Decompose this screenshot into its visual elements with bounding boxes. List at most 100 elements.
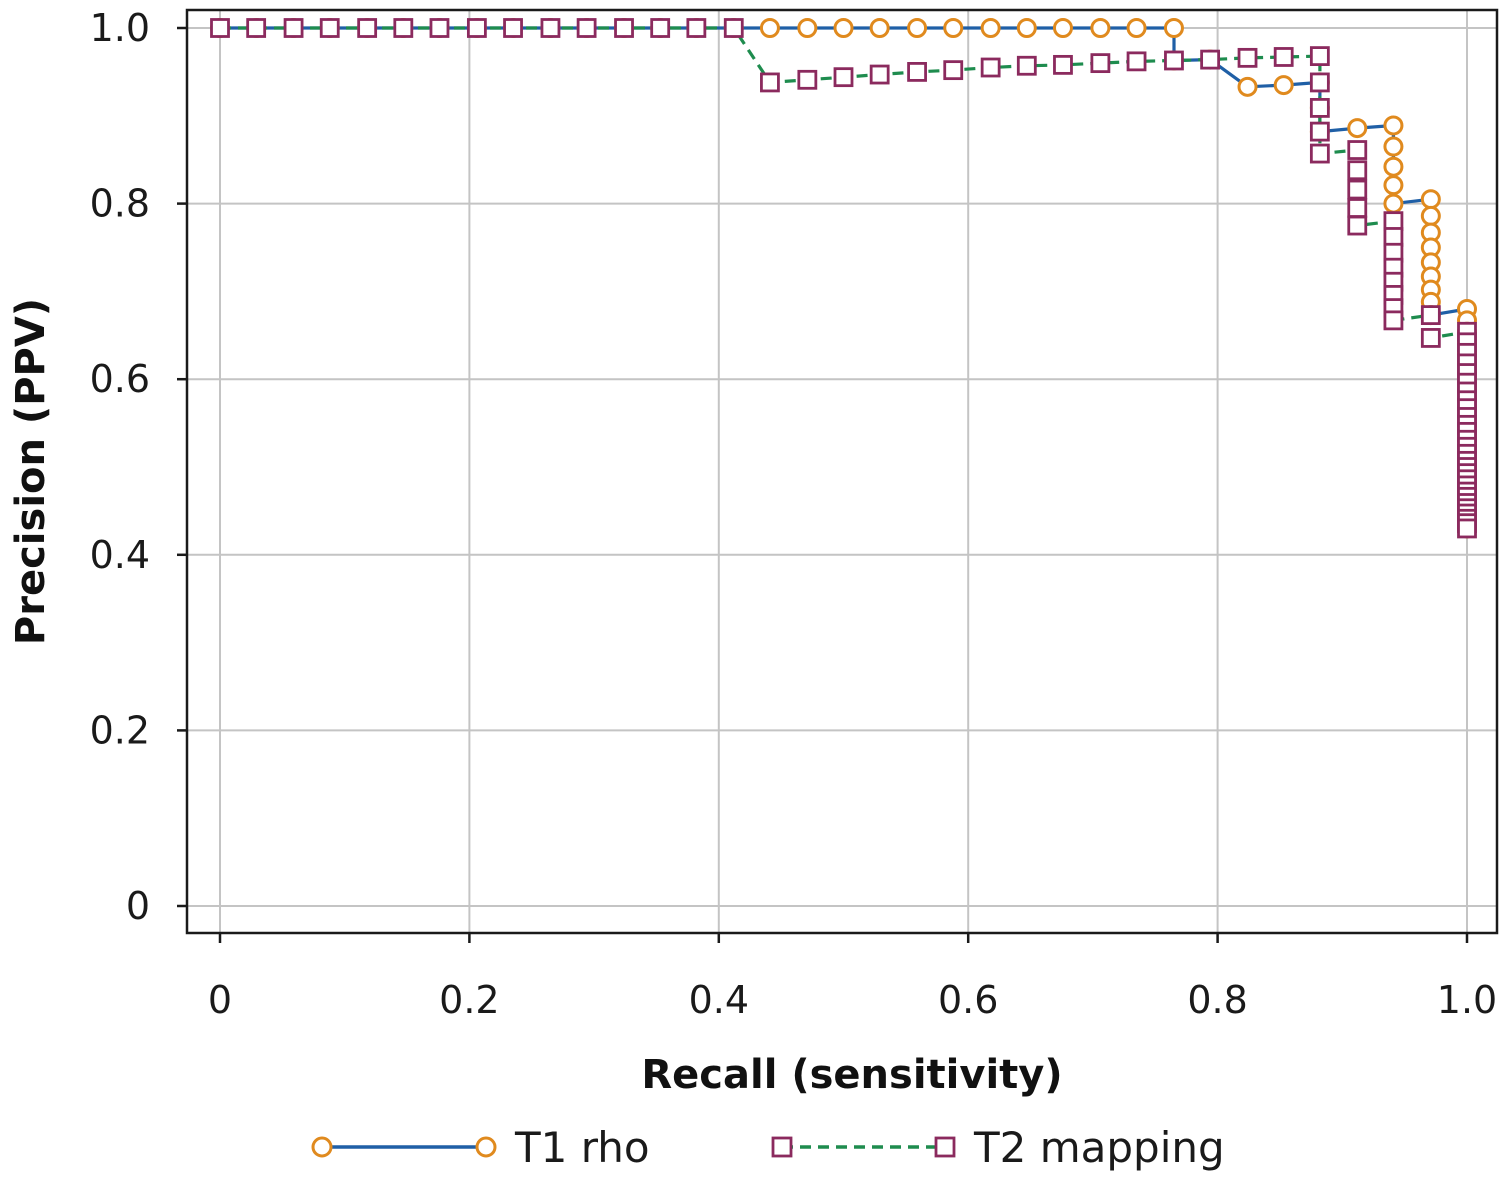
series-t1-rho (210, 18, 1477, 539)
legend-marker (311, 1136, 333, 1158)
data-point (1273, 75, 1294, 96)
data-point (1309, 121, 1330, 142)
y-tick-label: 0.2 (90, 708, 150, 752)
legend-marker (934, 1136, 956, 1158)
legend: T1 rho T2 mapping (311, 1123, 1225, 1172)
data-point (1347, 118, 1368, 139)
x-tick-label: 0.8 (1187, 978, 1247, 1022)
data-point (1420, 305, 1441, 326)
data-point (1383, 193, 1404, 214)
data-point (1309, 46, 1330, 66)
data-point (1420, 328, 1441, 348)
data-point (797, 69, 818, 90)
data-point (943, 18, 964, 38)
data-point (210, 18, 230, 38)
y-tick-label: 0 (126, 884, 150, 928)
data-point (576, 18, 597, 38)
data-point (1016, 55, 1037, 76)
data-point (1347, 140, 1368, 160)
grid-lines (187, 10, 1497, 933)
data-point (1347, 215, 1368, 236)
data-point (1126, 18, 1147, 38)
data-point (869, 18, 890, 38)
data-point (503, 18, 523, 38)
data-point (1053, 54, 1073, 75)
data-point (1383, 156, 1404, 177)
data-point (1164, 50, 1184, 71)
data-point (869, 64, 890, 85)
data-point (1383, 136, 1404, 157)
data-point (466, 18, 487, 38)
data-point (1420, 189, 1441, 210)
y-tick-label: 0.6 (90, 357, 150, 401)
data-point (1457, 518, 1477, 539)
data-point (760, 72, 780, 93)
data-point (797, 18, 818, 38)
y-tick-label: 1.0 (90, 6, 150, 50)
y-tick-label: 0.8 (90, 182, 150, 226)
x-tick-label: 0.6 (938, 978, 998, 1022)
data-point (1273, 47, 1294, 67)
data-point (907, 62, 927, 82)
data-point (723, 18, 744, 38)
data-point (1309, 97, 1330, 118)
data-point (393, 18, 414, 38)
data-point (1420, 205, 1441, 226)
data-point (833, 67, 854, 88)
data-point (1383, 310, 1404, 331)
data-point (246, 18, 267, 38)
data-point (429, 18, 450, 38)
x-tick-label: 1.0 (1437, 978, 1497, 1022)
legend-item-t1-rho: T1 rho (311, 1123, 650, 1172)
data-point (357, 18, 378, 38)
data-point (1200, 49, 1221, 70)
data-point (1309, 143, 1330, 164)
data-point (1052, 18, 1073, 38)
series-markers-t2-mapping (210, 18, 1477, 539)
data-point (943, 60, 964, 81)
plot-frame (185, 8, 1499, 935)
data-point (1309, 72, 1330, 93)
data-point (540, 18, 561, 38)
data-point (1090, 18, 1111, 38)
y-tick-label: 0.4 (90, 533, 150, 577)
data-point (1383, 115, 1404, 136)
data-point (283, 18, 304, 38)
data-point (833, 18, 854, 38)
data-point (1347, 198, 1368, 218)
data-point (980, 57, 1001, 78)
data-point (1237, 76, 1258, 97)
legend-item-t2-mapping: T2 mapping (771, 1123, 1225, 1172)
legend-label: T1 rho (514, 1123, 650, 1172)
data-point (614, 18, 634, 38)
axis-ticks: 0 0.2 0.4 0.6 0.8 1.0 0 0.2 0.4 0.6 0.8 1.0 (90, 6, 1498, 1022)
x-tick-label: 0.4 (689, 978, 749, 1022)
data-point (1383, 175, 1404, 196)
data-point (1090, 53, 1111, 74)
data-point (759, 18, 780, 38)
x-tick-label: 0 (208, 978, 232, 1022)
data-point (980, 18, 1001, 38)
series-group (210, 18, 1477, 539)
data-point (1347, 160, 1368, 181)
x-axis-title: Recall (sensitivity) (641, 1052, 1062, 1098)
series-line-t1-rho (220, 26, 1469, 529)
data-point (1163, 18, 1184, 38)
data-point (1016, 18, 1037, 38)
legend-marker (771, 1136, 793, 1158)
series-t2-mapping (210, 18, 1477, 539)
data-point (1347, 179, 1368, 200)
data-point (686, 18, 707, 38)
series-markers-t1-rho (210, 18, 1477, 539)
legend-marker (475, 1136, 497, 1158)
data-point (1126, 51, 1147, 72)
data-point (1237, 47, 1258, 68)
x-tick-label: 0.2 (439, 978, 499, 1022)
legend-label: T2 mapping (973, 1123, 1225, 1172)
series-line-t2-mapping (220, 26, 1469, 529)
y-axis-title: Precision (PPV) (8, 298, 54, 645)
data-point (907, 18, 928, 38)
data-point (650, 18, 671, 38)
data-point (319, 18, 340, 38)
